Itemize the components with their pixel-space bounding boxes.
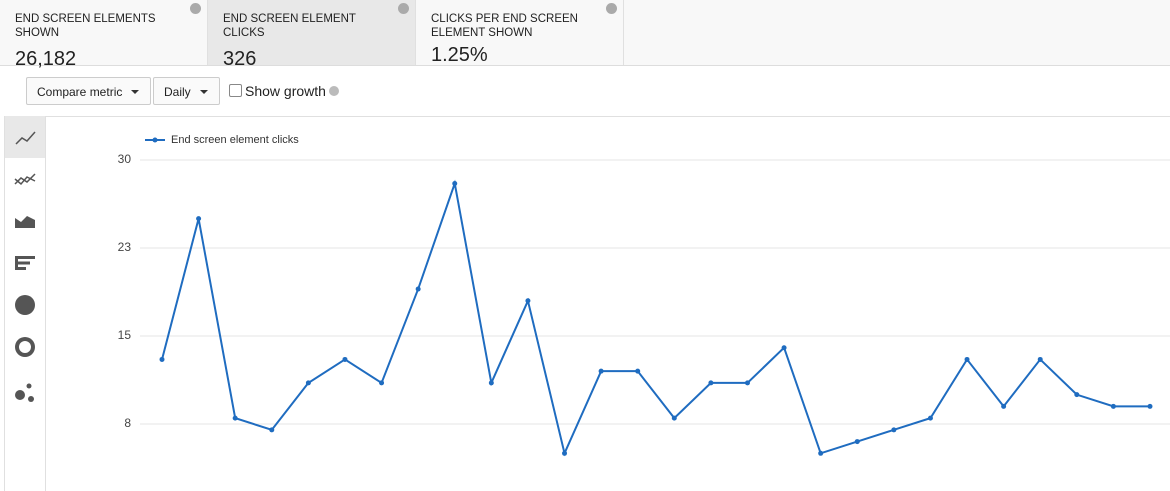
bar-icon[interactable]: [15, 256, 18, 270]
data-point: [232, 415, 238, 421]
data-point: [379, 380, 385, 386]
y-tick-label: 30: [118, 152, 132, 166]
metric-tab[interactable]: CLICKS PER END SCREEN ELEMENT SHOWN 1.25%: [416, 0, 624, 66]
data-point: [781, 345, 787, 351]
data-point: [488, 380, 494, 386]
help-icon[interactable]: [190, 3, 201, 14]
data-point: [342, 356, 348, 362]
compare-button[interactable]: Compare metric: [26, 77, 152, 105]
data-point: [744, 380, 750, 386]
legend-marker: [152, 137, 158, 143]
data-point: [964, 356, 970, 362]
data-point: [196, 216, 202, 222]
data-point: [708, 380, 714, 386]
data-point: [525, 298, 531, 304]
metric-value: 326: [223, 48, 257, 70]
chart-type-icons: [5, 116, 45, 402]
bubble-icon[interactable]: [15, 390, 25, 400]
help-icon[interactable]: [398, 3, 409, 14]
data-point: [562, 450, 568, 456]
area-icon[interactable]: [15, 216, 35, 228]
help-icon[interactable]: [606, 3, 617, 14]
divider: [4, 116, 1170, 117]
chart-type-sidebar: [4, 116, 46, 491]
growth-label[interactable]: Show growth: [245, 83, 326, 99]
data-point: [854, 439, 860, 445]
data-point: [635, 368, 641, 374]
data-point: [159, 356, 165, 362]
data-point: [452, 180, 458, 186]
metric-title: END SCREEN ELEMENT CLICKS: [223, 13, 356, 39]
metric-value: 1.25%: [431, 44, 488, 66]
data-point: [927, 415, 933, 421]
interval-button[interactable]: Daily: [153, 77, 220, 105]
data-point: [671, 415, 677, 421]
pie-icon[interactable]: [15, 295, 35, 315]
y-tick-label: 15: [118, 328, 132, 342]
line-icon[interactable]: [15, 131, 36, 145]
data-point: [1074, 392, 1080, 398]
y-tick-label: 8: [124, 416, 131, 430]
metric-tab[interactable]: END SCREEN ELEMENT CLICKS 326: [208, 0, 416, 70]
data-point: [891, 427, 897, 433]
data-point: [1147, 403, 1153, 409]
help-icon[interactable]: [329, 86, 339, 96]
data-point: [305, 380, 311, 386]
data-point: [818, 450, 824, 456]
metric-value: 26,182: [15, 48, 77, 70]
chart: 8 15 23 30 End screen element clicks: [118, 134, 1170, 457]
metric-title: CLICKS PER END SCREEN ELEMENT SHOWN: [431, 13, 578, 39]
selected-bg: [5, 116, 45, 158]
legend-label: End screen element clicks: [171, 134, 299, 146]
metric-tabs: END SCREEN ELEMENTS SHOWN 26,182 END SCRE…: [0, 0, 1170, 70]
data-point: [1110, 403, 1116, 409]
series-line: [161, 179, 1150, 457]
growth-checkbox[interactable]: [229, 84, 242, 97]
metric-title: END SCREEN ELEMENTS SHOWN: [15, 13, 156, 39]
data-point: [269, 427, 275, 433]
data-point: [415, 286, 421, 292]
data-point: [1037, 356, 1043, 362]
y-tick-label: 23: [118, 240, 132, 254]
metric-tab[interactable]: END SCREEN ELEMENTS SHOWN 26,182: [0, 0, 208, 70]
data-point: [1001, 403, 1007, 409]
data-point: [598, 368, 604, 374]
